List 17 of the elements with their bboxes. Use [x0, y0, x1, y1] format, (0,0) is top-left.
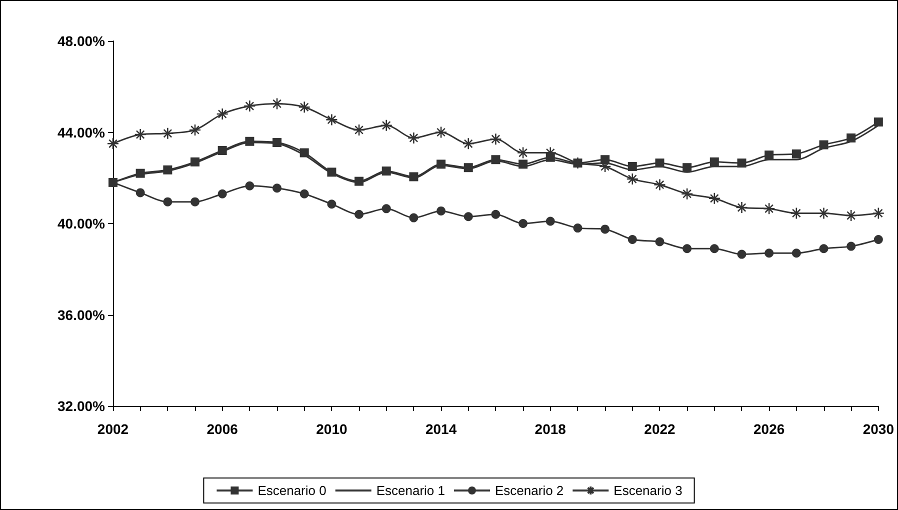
- x-tick-label: 2026: [754, 421, 785, 437]
- y-tick-label: 40.00%: [58, 216, 106, 232]
- legend-label: Escenario 2: [495, 483, 564, 498]
- y-tick-label: 36.00%: [58, 306, 106, 323]
- y-tick-label: 48.00%: [58, 33, 106, 49]
- y-tick-label: 44.00%: [58, 124, 106, 140]
- legend-label: Escenario 1: [376, 483, 446, 498]
- x-tick-label: 2030: [862, 421, 894, 437]
- x-tick-label: 2006: [206, 421, 238, 437]
- x-tick-label: 2014: [425, 421, 457, 437]
- y-tick-label: 32.00%: [58, 398, 106, 414]
- legend-label: Escenario 3: [614, 483, 682, 498]
- x-tick-label: 2010: [316, 421, 348, 437]
- x-tick-label: 2018: [534, 421, 566, 437]
- x-tick-label: 2002: [97, 421, 129, 437]
- x-tick-label: 2022: [644, 421, 676, 437]
- legend-label: Escenario 0: [258, 483, 326, 498]
